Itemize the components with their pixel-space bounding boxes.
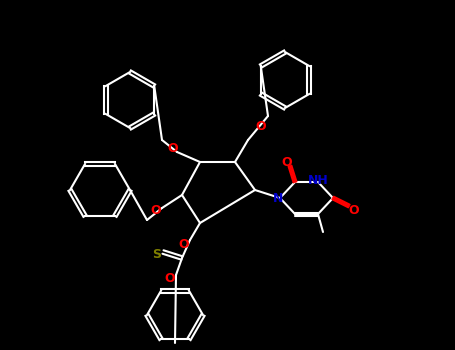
Text: O: O — [179, 238, 189, 251]
Text: O: O — [165, 273, 175, 286]
Text: O: O — [151, 203, 162, 217]
Text: N: N — [273, 191, 283, 204]
Text: O: O — [349, 203, 359, 217]
Text: NH: NH — [308, 174, 329, 187]
Text: O: O — [282, 155, 292, 168]
Text: O: O — [256, 120, 266, 133]
Text: S: S — [152, 247, 162, 260]
Text: O: O — [168, 141, 178, 154]
